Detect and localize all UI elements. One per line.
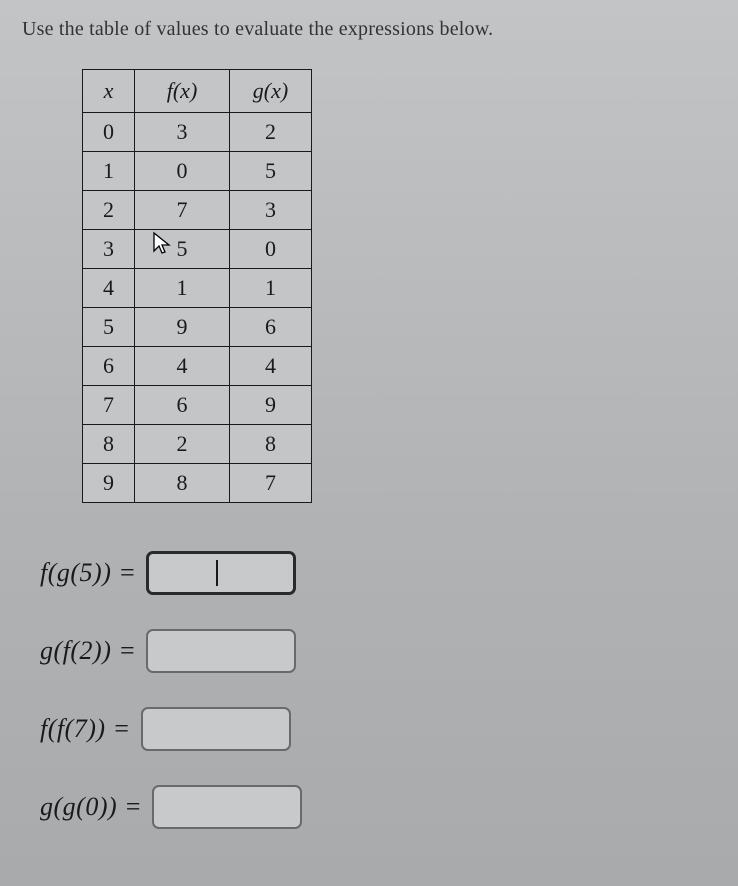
table-header-row: x f(x) g(x) bbox=[83, 70, 312, 113]
cell-g: 1 bbox=[230, 269, 312, 308]
cell-g: 9 bbox=[230, 386, 312, 425]
cell-f: 0 bbox=[135, 152, 230, 191]
table-row: 828 bbox=[83, 425, 312, 464]
header-gx: g(x) bbox=[230, 70, 312, 113]
cell-f: 1 bbox=[135, 269, 230, 308]
table-row: 644 bbox=[83, 347, 312, 386]
cell-x: 0 bbox=[83, 113, 135, 152]
cell-f: 8 bbox=[135, 464, 230, 503]
cell-g: 3 bbox=[230, 191, 312, 230]
expressions-group: f(g(5)) = g(f(2)) = f(f(7)) = g(g(0)) = bbox=[40, 551, 716, 829]
expression-row: g(f(2)) = bbox=[40, 629, 716, 673]
table-row: 032 bbox=[83, 113, 312, 152]
table-row: 105 bbox=[83, 152, 312, 191]
expression-input[interactable] bbox=[146, 551, 296, 595]
cell-g: 7 bbox=[230, 464, 312, 503]
expression-row: g(g(0)) = bbox=[40, 785, 716, 829]
cell-x: 1 bbox=[83, 152, 135, 191]
expression-label: g(g(0)) = bbox=[40, 792, 142, 822]
cell-x: 8 bbox=[83, 425, 135, 464]
cell-f: 2 bbox=[135, 425, 230, 464]
cell-f: 6 bbox=[135, 386, 230, 425]
cell-x: 7 bbox=[83, 386, 135, 425]
cell-x: 3 bbox=[83, 230, 135, 269]
cell-f: 5 bbox=[135, 230, 230, 269]
table-body: 032105273350411596644769828987 bbox=[83, 113, 312, 503]
cell-g: 8 bbox=[230, 425, 312, 464]
text-caret bbox=[216, 560, 218, 586]
values-table: x f(x) g(x) 0321052733504115966447698289… bbox=[82, 69, 312, 503]
cell-g: 4 bbox=[230, 347, 312, 386]
values-table-wrap: x f(x) g(x) 0321052733504115966447698289… bbox=[82, 69, 716, 503]
cell-f: 3 bbox=[135, 113, 230, 152]
table-row: 350 bbox=[83, 230, 312, 269]
table-row: 987 bbox=[83, 464, 312, 503]
cell-x: 9 bbox=[83, 464, 135, 503]
cell-g: 2 bbox=[230, 113, 312, 152]
table-row: 769 bbox=[83, 386, 312, 425]
cell-f: 4 bbox=[135, 347, 230, 386]
cell-f: 7 bbox=[135, 191, 230, 230]
prompt-text: Use the table of values to evaluate the … bbox=[22, 18, 716, 41]
expression-input[interactable] bbox=[152, 785, 302, 829]
expression-label: g(f(2)) = bbox=[40, 636, 136, 666]
cell-f: 9 bbox=[135, 308, 230, 347]
expression-label: f(g(5)) = bbox=[40, 558, 136, 588]
cell-g: 5 bbox=[230, 152, 312, 191]
cell-x: 5 bbox=[83, 308, 135, 347]
cell-x: 2 bbox=[83, 191, 135, 230]
header-x: x bbox=[83, 70, 135, 113]
cell-x: 4 bbox=[83, 269, 135, 308]
question-page: Use the table of values to evaluate the … bbox=[0, 0, 738, 886]
header-fx: f(x) bbox=[135, 70, 230, 113]
table-row: 596 bbox=[83, 308, 312, 347]
cell-x: 6 bbox=[83, 347, 135, 386]
table-row: 273 bbox=[83, 191, 312, 230]
expression-input[interactable] bbox=[146, 629, 296, 673]
expression-label: f(f(7)) = bbox=[40, 714, 131, 744]
cell-g: 6 bbox=[230, 308, 312, 347]
expression-row: f(g(5)) = bbox=[40, 551, 716, 595]
cell-g: 0 bbox=[230, 230, 312, 269]
table-row: 411 bbox=[83, 269, 312, 308]
expression-row: f(f(7)) = bbox=[40, 707, 716, 751]
expression-input[interactable] bbox=[141, 707, 291, 751]
